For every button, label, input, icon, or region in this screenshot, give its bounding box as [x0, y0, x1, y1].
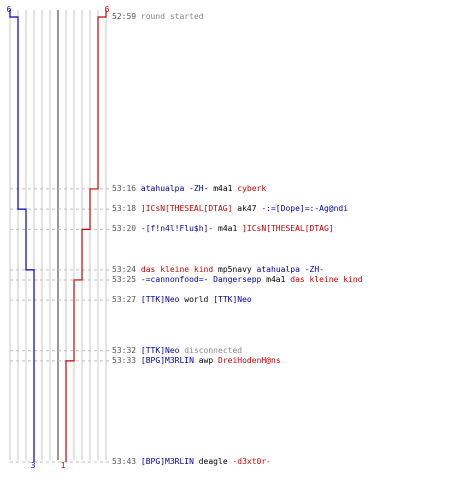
event-row: 53:32 [TTK]Neo disconnected — [112, 346, 242, 356]
event-time: 53:43 — [112, 457, 137, 466]
event-row: 53:25 -=cannonfood=- Dangersepp m4a1 das… — [112, 275, 363, 285]
event-victim: [TTK]Neo — [213, 295, 252, 305]
event-action: disconnected — [184, 345, 243, 355]
event-row: 53:33 [BPG]M3RLIN awp DreiHodenH@ns — [112, 356, 281, 366]
event-victim: cyberk — [237, 183, 267, 193]
event-killer: [TTK]Neo — [140, 295, 180, 305]
event-row: 53:24 das kleine kind mp5navy atahualpa … — [112, 265, 324, 275]
event-killer: -=cannonfood=- Dangersepp — [140, 274, 262, 284]
event-weapon: m4a1 — [213, 183, 233, 193]
event-victim: ]ICsN[THESEAL[DTAG] — [242, 224, 334, 234]
event-time: 53:32 — [112, 345, 137, 355]
event-weapon: m4a1 — [218, 224, 238, 234]
event-time: 53:18 — [112, 204, 137, 214]
event-victim: das kleine kind — [290, 274, 363, 284]
event-time: 52:59 — [112, 12, 137, 21]
event-row: 53:18 ]ICsN[THESEAL[DTAG] ak47 -:=[Dope]… — [112, 204, 348, 214]
event-time: 53:25 — [112, 274, 137, 284]
event-killer: -[f!n4l!Flu$h]- — [140, 224, 214, 234]
event-time: 53:20 — [112, 224, 137, 234]
event-weapon: m4a1 — [266, 274, 286, 284]
red-end-count: 1 — [61, 461, 66, 470]
event-victim: atahualpa -ZH- — [256, 264, 324, 274]
team-lines — [9, 10, 107, 462]
chart-grid — [9, 10, 107, 460]
event-time: 53:33 — [112, 355, 137, 365]
blue-team-line — [9, 10, 35, 462]
event-weapon: deagle — [198, 457, 228, 466]
blue-start-count: 6 — [7, 5, 12, 14]
red-start-count: 6 — [105, 5, 110, 14]
event-victim: -:=[Dope]=:-Ag@ndi — [261, 204, 349, 214]
red-team-line — [65, 10, 107, 462]
event-victim: -d3xt0r- — [232, 457, 271, 466]
event-guide-lines — [10, 188, 110, 463]
event-time: 53:16 — [112, 183, 137, 193]
event-weapon: ak47 — [237, 204, 257, 214]
event-player: [TTK]Neo — [140, 345, 180, 355]
event-killer: atahualpa -ZH- — [140, 183, 209, 193]
event-row: 53:27 [TTK]Neo world [TTK]Neo — [112, 295, 252, 305]
event-weapon: mp5navy — [218, 264, 252, 274]
event-killer: [BPG]M3RLIN — [140, 355, 194, 365]
blue-end-count: 3 — [31, 461, 36, 470]
event-weapon: awp — [198, 355, 214, 365]
team-count-labels: 6 6 3 1 — [7, 5, 110, 470]
event-row: 53:20 -[f!n4l!Flu$h]- m4a1 ]ICsN[THESEAL… — [112, 224, 334, 234]
event-killer: das kleine kind — [140, 264, 214, 274]
event-time: 53:27 — [112, 295, 137, 305]
event-row: 52:59 round started — [112, 12, 204, 22]
event-killer: ]ICsN[THESEAL[DTAG] — [140, 204, 233, 214]
event-text: round started — [140, 12, 204, 21]
event-victim: DreiHodenH@ns — [218, 355, 281, 365]
event-killer: [BPG]M3RLIN — [140, 457, 194, 466]
event-row: 53:16 atahualpa -ZH- m4a1 cyberk — [112, 184, 266, 194]
event-row: 53:43 [BPG]M3RLIN deagle -d3xt0r- — [112, 457, 271, 467]
event-time: 53:24 — [112, 264, 137, 274]
event-weapon: world — [184, 295, 209, 305]
